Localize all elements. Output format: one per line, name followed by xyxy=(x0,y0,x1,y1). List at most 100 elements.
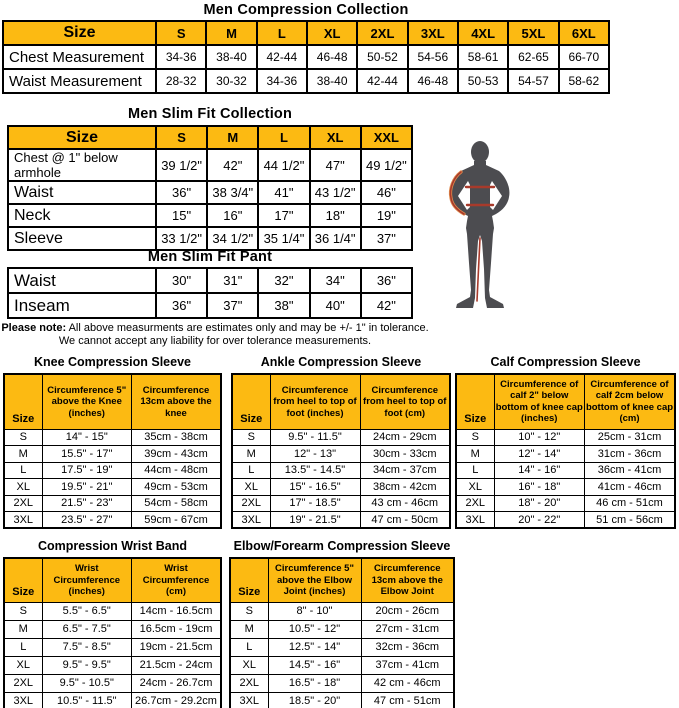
table-cell: 44cm - 48cm xyxy=(131,461,222,479)
table-cell: 16.5" - 18" xyxy=(267,673,362,693)
table-row: 3XL 10.5" - 11.5" 26.7cm - 29.2cm xyxy=(3,691,222,708)
header-row: Size S M L XL XXL xyxy=(7,125,414,150)
column-header: 5XL xyxy=(507,20,560,46)
table-cell: 37" xyxy=(359,226,414,251)
table-cell: 16.5cm - 19cm xyxy=(131,619,222,639)
table-cell: 33 1/2" xyxy=(154,226,209,251)
header-row: Size Wrist Circumference (inches) Wrist … xyxy=(3,557,222,603)
table-cell: 43 1/2" xyxy=(308,180,362,205)
table-cell: 19cm - 21.5cm xyxy=(131,637,222,657)
row-label-cell: Inseam xyxy=(7,292,157,319)
table-row: M 12" - 13" 30cm - 33cm xyxy=(231,445,451,463)
table-cell: 17.5" - 19" xyxy=(41,461,132,479)
row-label-cell: Waist xyxy=(7,267,157,294)
table-cell: 14.5" - 16" xyxy=(267,655,362,675)
size-column-header: Size xyxy=(455,373,495,430)
table-cell: 37cm - 41cm xyxy=(360,655,455,675)
table-cell: 51 cm - 56cm xyxy=(584,511,676,529)
table-cell: 30cm - 33cm xyxy=(359,445,451,463)
column-header: S xyxy=(154,20,208,46)
table-cell: 46-48 xyxy=(305,44,359,70)
tolerance-note: Please note: All above measurments are e… xyxy=(0,322,430,348)
header-row: Size Circumference 5" above the Knee (in… xyxy=(3,373,222,430)
table-row: Waist 36" 38 3/4" 41" 43 1/2" 46" xyxy=(7,180,414,205)
table-cell: 15" - 16.5" xyxy=(269,478,361,496)
row-label-cell: L xyxy=(229,637,269,657)
table-cell: 17" xyxy=(257,203,311,228)
table-cell: 46-48 xyxy=(406,68,459,94)
table-cell: 13.5" - 14.5" xyxy=(269,461,361,479)
note-line1: All above measurments are estimates only… xyxy=(66,322,429,334)
table-row: Neck 15" 16" 17" 18" 19" xyxy=(7,203,414,228)
table-row: L 7.5" - 8.5" 19cm - 21.5cm xyxy=(3,637,222,657)
column-header: Circumference of calf 2cm below bottom o… xyxy=(584,373,676,430)
table-row: L 14" - 16" 36cm - 41cm xyxy=(455,461,676,479)
table-row: Chest Measurement 34-36 38-40 42-44 46-48 50-… xyxy=(2,44,611,70)
header-row: Size Circumference from heel to top of f… xyxy=(231,373,451,430)
table-row: L 12.5" - 14" 32cm - 36cm xyxy=(229,637,455,657)
table-cell: 12" - 13" xyxy=(269,445,361,463)
table-cell: 12" - 14" xyxy=(493,445,585,463)
column-header: S xyxy=(154,125,209,150)
row-label-cell: 2XL xyxy=(3,494,43,512)
table-cell: 16" - 18" xyxy=(493,478,585,496)
header-row: Size Circumference of calf 2" below bott… xyxy=(455,373,676,430)
table-cell: 34" xyxy=(308,267,362,294)
column-header: Circumference 5" above the Knee (inches) xyxy=(41,373,132,430)
note-lead: Please note: xyxy=(1,322,67,334)
table-cell: 58-61 xyxy=(456,44,510,70)
row-label-cell: S xyxy=(455,428,495,446)
table-row: Inseam 36" 37" 38" 40" 42" xyxy=(7,292,414,319)
table-cell: 58-62 xyxy=(557,68,611,94)
table-row: 2XL 21.5" - 23" 54cm - 58cm xyxy=(3,494,222,512)
row-label-cell: L xyxy=(3,461,43,479)
table-cell: 59cm - 67cm xyxy=(131,511,222,529)
column-header: Wrist Circumference (cm) xyxy=(131,557,222,603)
table-cell: 27cm - 31cm xyxy=(360,619,455,639)
row-label-cell: 2XL xyxy=(229,673,269,693)
table-cell: 15" xyxy=(154,203,209,228)
column-header: Size xyxy=(2,20,157,46)
body-silhouette xyxy=(450,141,510,308)
table-row: M 10.5" - 12" 27cm - 31cm xyxy=(229,619,455,639)
table-cell: 38-40 xyxy=(305,68,359,94)
row-label-cell: Sleeve xyxy=(7,226,157,251)
size-column-header: Size xyxy=(3,557,43,603)
ankle-sleeve-section: Ankle Compression Sleeve Size Circumfere… xyxy=(231,352,451,529)
table-cell: 16" xyxy=(206,203,260,228)
table-cell: 8" - 10" xyxy=(267,601,362,621)
table-row: L 17.5" - 19" 44cm - 48cm xyxy=(3,461,222,479)
table-row: 3XL 18.5" - 20" 47 cm - 51cm xyxy=(229,691,455,708)
slim-fit-pant-title: Men Slim Fit Pant xyxy=(147,249,273,265)
note-line2: We cannot accept any liability for over … xyxy=(58,335,372,347)
column-header: 2XL xyxy=(356,20,409,46)
inseam-measure-line xyxy=(476,237,481,302)
column-header: XL xyxy=(305,20,359,46)
size-column-header: Size xyxy=(3,373,43,430)
table-cell: 14" - 16" xyxy=(493,461,585,479)
column-header: XXL xyxy=(359,125,414,150)
row-label-cell: M xyxy=(3,619,43,639)
column-header: L xyxy=(255,20,308,46)
row-label-cell: 2XL xyxy=(231,494,271,512)
table-cell: 32cm - 36cm xyxy=(360,637,455,657)
table-row: 2XL 16.5" - 18" 42 cm - 46cm xyxy=(229,673,455,693)
column-header: 3XL xyxy=(406,20,459,46)
column-header: Size xyxy=(7,125,157,150)
table-cell: 46" xyxy=(359,180,414,205)
table-row: 3XL 23.5" - 27" 59cm - 67cm xyxy=(3,511,222,529)
elbow-forearm-sleeve-title: Elbow/Forearm Compression Sleeve xyxy=(233,539,451,553)
table-cell: 10.5" - 12" xyxy=(267,619,362,639)
row-label-cell: L xyxy=(231,461,271,479)
table-row: 3XL 20" - 22" 51 cm - 56cm xyxy=(455,511,676,529)
table-cell: 31" xyxy=(206,267,260,294)
table-cell: 14" - 15" xyxy=(41,428,132,446)
table-row: Sleeve 33 1/2" 34 1/2" 35 1/4" 36 1/4" 37" xyxy=(7,226,414,251)
table-row: XL 16" - 18" 41cm - 46cm xyxy=(455,478,676,496)
table-cell: 30-32 xyxy=(205,68,258,94)
table-cell: 30" xyxy=(154,267,209,294)
column-header: 4XL xyxy=(456,20,510,46)
header-row: Size S M L XL 2XL 3XL 4XL 5XL 6XL xyxy=(2,20,611,46)
table-row: Waist 30" 31" 32" 34" 36" xyxy=(7,267,414,294)
